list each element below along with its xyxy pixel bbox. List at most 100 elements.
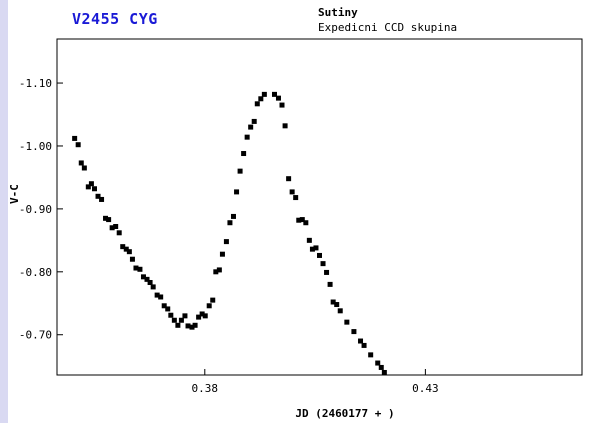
- data-point: [261, 91, 267, 97]
- data-point: [358, 338, 364, 344]
- data-point: [293, 195, 299, 201]
- data-point: [299, 217, 305, 223]
- data-point: [113, 224, 119, 230]
- data-point: [286, 176, 292, 182]
- data-point: [92, 186, 97, 192]
- data-point: [126, 249, 132, 255]
- data-point: [210, 297, 216, 303]
- data-point: [129, 256, 135, 262]
- data-point: [144, 276, 150, 282]
- data-point: [216, 267, 222, 273]
- data-point: [88, 181, 94, 187]
- data-point: [137, 266, 143, 272]
- data-point: [171, 317, 177, 323]
- data-point: [120, 244, 126, 250]
- data-points: [72, 91, 387, 375]
- data-point: [330, 299, 336, 305]
- y-tick-label: -0.70: [19, 329, 52, 342]
- chart-title: V2455 CYG: [72, 10, 158, 28]
- data-point: [202, 313, 208, 319]
- data-point: [85, 184, 91, 190]
- x-axis-label: JD (2460177 + ): [295, 407, 394, 420]
- data-point: [244, 134, 250, 140]
- data-point: [337, 308, 343, 314]
- data-point: [123, 246, 129, 252]
- data-point: [251, 118, 257, 124]
- data-point: [199, 311, 205, 317]
- data-point: [237, 168, 243, 174]
- x-axis: 0.38 0.43: [192, 369, 439, 395]
- data-point: [192, 322, 198, 328]
- left-sidebar-strip: [0, 0, 8, 423]
- data-point: [196, 314, 202, 320]
- data-point: [258, 96, 264, 102]
- data-point: [351, 329, 357, 335]
- data-point: [324, 269, 330, 275]
- data-point: [375, 360, 381, 366]
- data-point: [133, 265, 139, 271]
- data-point: [317, 252, 322, 258]
- data-point: [154, 292, 160, 298]
- data-point: [106, 217, 112, 223]
- data-point: [165, 306, 171, 312]
- y-tick-label: -1.00: [19, 140, 52, 153]
- data-point: [140, 274, 146, 280]
- data-point: [296, 217, 302, 223]
- data-point: [99, 196, 105, 202]
- y-axis: -1.10 -1.00 -0.90 -0.80 -0.70: [19, 77, 63, 342]
- data-point: [158, 294, 164, 300]
- data-point: [161, 303, 167, 309]
- data-point: [147, 280, 153, 286]
- x-tick-label: 0.43: [412, 382, 439, 395]
- data-point: [206, 303, 212, 309]
- data-point: [241, 151, 247, 157]
- data-point: [227, 220, 233, 226]
- data-point: [95, 193, 101, 199]
- data-point: [306, 237, 312, 243]
- y-tick-label: -1.10: [19, 77, 52, 90]
- data-point: [289, 189, 295, 195]
- data-point: [189, 324, 195, 330]
- data-point: [185, 323, 191, 329]
- data-point: [309, 246, 315, 252]
- data-point: [103, 215, 109, 221]
- data-point: [279, 102, 285, 108]
- data-point: [75, 142, 81, 148]
- x-tick-label: 0.38: [192, 382, 219, 395]
- data-point: [168, 312, 174, 318]
- data-point: [344, 319, 350, 325]
- observer-name: Sutiny: [318, 6, 358, 19]
- data-point: [320, 261, 326, 267]
- data-point: [272, 91, 277, 97]
- data-point: [282, 123, 288, 129]
- data-point: [248, 124, 254, 130]
- data-point: [175, 322, 181, 328]
- data-point: [223, 239, 229, 245]
- data-point: [303, 220, 309, 226]
- data-point: [368, 352, 374, 358]
- data-point: [230, 213, 236, 219]
- data-point: [72, 135, 78, 141]
- data-point: [116, 230, 122, 236]
- data-point: [219, 251, 225, 257]
- data-point: [182, 313, 188, 319]
- data-point: [178, 317, 184, 323]
- data-point: [327, 281, 333, 287]
- data-point: [234, 189, 240, 195]
- plot-frame: [56, 38, 583, 376]
- data-point: [213, 269, 219, 275]
- data-point: [275, 95, 281, 101]
- data-point: [150, 284, 156, 290]
- y-tick-label: -0.80: [19, 266, 52, 279]
- data-point: [361, 342, 367, 348]
- data-point: [334, 302, 340, 308]
- data-point: [109, 225, 115, 231]
- y-axis-label: V-C: [8, 184, 21, 204]
- data-point: [81, 165, 87, 171]
- y-tick-label: -0.90: [19, 203, 52, 216]
- data-point: [254, 101, 260, 107]
- data-point: [78, 160, 84, 166]
- data-point: [313, 245, 319, 251]
